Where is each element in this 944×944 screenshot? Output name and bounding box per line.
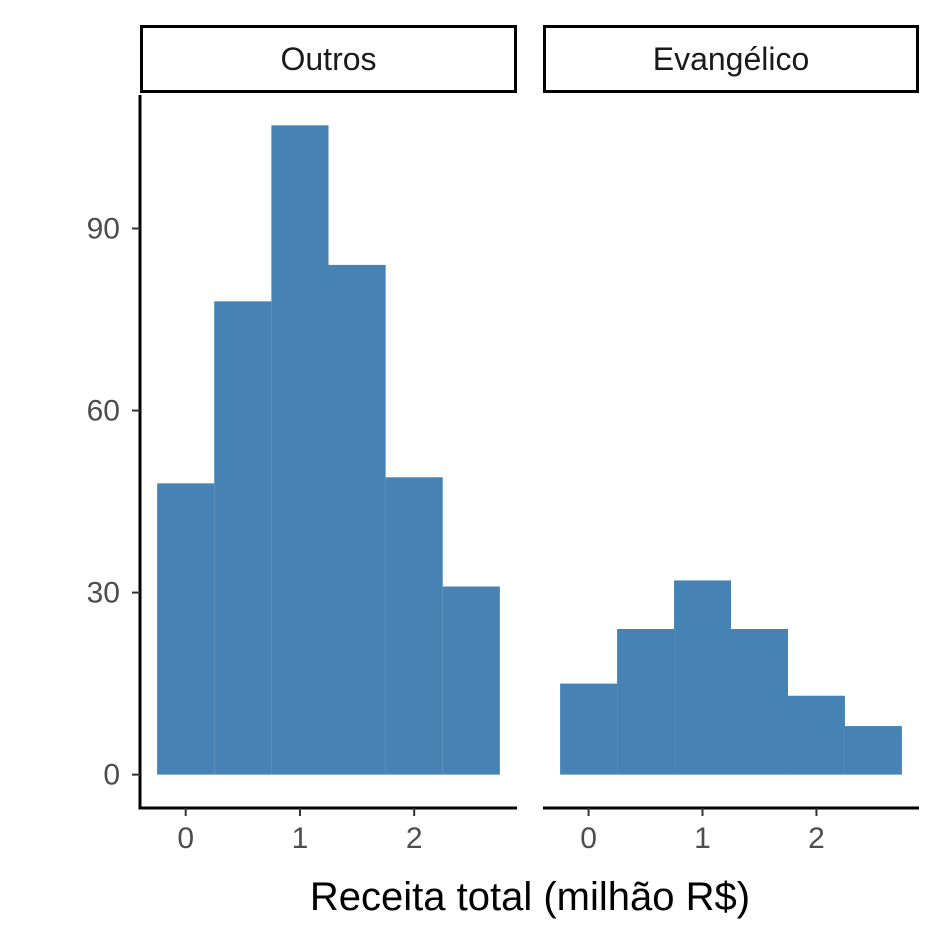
histogram-bar — [328, 264, 386, 775]
histogram-bar — [214, 301, 272, 775]
y-tick-label: 0 — [103, 759, 120, 792]
x-tick-label: 2 — [808, 822, 825, 855]
x-axis-title: Receita total (milhão R$) — [310, 875, 750, 919]
x-tick-label: 1 — [694, 822, 711, 855]
histogram-bar — [787, 695, 845, 775]
x-tick-label: 2 — [406, 822, 423, 855]
histogram-bar — [844, 726, 902, 775]
facet-strip-label: Evangélico — [653, 41, 810, 77]
x-tick-label: 1 — [292, 822, 309, 855]
facet-strip-box — [140, 25, 517, 93]
y-tick-label: 60 — [87, 395, 120, 428]
facet-panels: Outros 0 1 2 Evangélico 0 1 2 — [140, 25, 919, 855]
histogram-bar — [271, 125, 329, 775]
y-tick-label: 90 — [87, 212, 120, 245]
histogram-bar — [157, 483, 215, 775]
histogram-bar — [617, 628, 675, 775]
histogram-bar — [385, 477, 443, 775]
facet-strip-box — [543, 25, 919, 93]
y-axis: 0 30 60 90 — [87, 95, 142, 810]
histogram-bar — [674, 580, 731, 775]
y-tick-label: 30 — [87, 577, 120, 610]
facet-strip-label: Outros — [280, 41, 376, 77]
histogram-bar — [442, 586, 500, 775]
histogram-bar — [560, 683, 618, 775]
x-tick-label: 0 — [580, 822, 597, 855]
facet-panel-1: Evangélico 0 1 2 — [543, 25, 919, 855]
histogram-bar — [731, 628, 788, 775]
facet-panel-0: Outros 0 1 2 — [140, 25, 517, 855]
x-tick-label: 0 — [177, 822, 194, 855]
